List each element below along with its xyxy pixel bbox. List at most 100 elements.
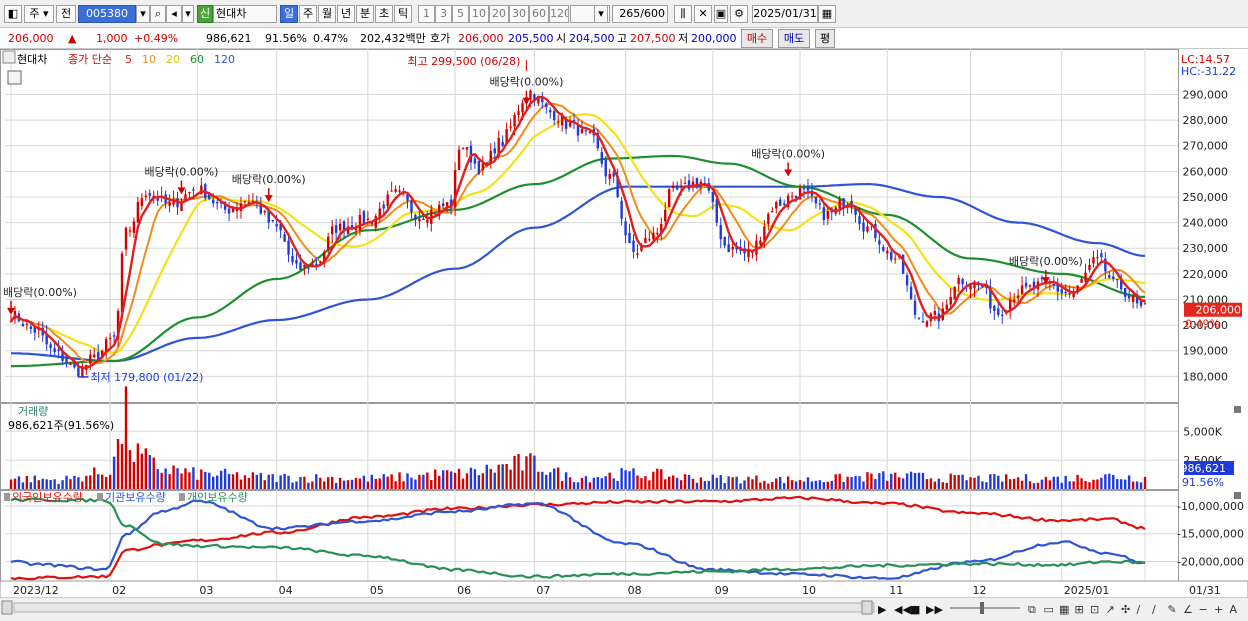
search-icon[interactable]: ⌕ [150,5,166,23]
period-button[interactable]: 분 [356,5,374,23]
buy-button[interactable]: 매수 [741,29,773,48]
bar-count-field[interactable]: 265/600 [612,5,668,23]
candle-body [57,349,60,351]
candle-body [453,170,457,208]
candle-body [664,209,667,222]
period-type-select[interactable]: 주 ▾ [24,5,54,23]
volume-bar [513,455,516,489]
volume-bar [711,474,715,489]
volume-bar [719,475,722,489]
candle-body [279,223,282,231]
date-field[interactable]: 2025/01/31 [752,5,818,23]
candle-body [667,189,671,208]
period-button[interactable]: 년 [337,5,355,23]
volume-bar [378,478,381,489]
interval-button[interactable]: 10 [469,5,489,23]
crosshair-icon[interactable]: ✕ [694,5,712,23]
candle-body [319,262,322,264]
slope-tool-icon: ∕ [1137,603,1141,616]
period-button[interactable]: 초 [375,5,393,23]
volume-bar [13,478,17,489]
period-button[interactable]: 주 [299,5,317,23]
interval-button[interactable]: 20 [489,5,509,23]
candle-body [489,150,492,163]
stock-code-input[interactable]: 005380 [78,5,136,23]
volume-bar [172,465,175,489]
candle-body [25,323,29,325]
candle-type-icon[interactable]: ⫼ [674,5,692,23]
interval-button[interactable]: 30 [509,5,529,23]
change-arrow: ▲ [68,32,77,45]
stop-icon: ■ [910,603,920,616]
eval-button[interactable]: 평 [815,29,835,48]
volume-bar [640,478,643,489]
volume-bar [890,473,893,489]
volume-bar [695,482,699,489]
panel-icon[interactable]: ◧ [4,5,22,23]
volume-bar [1080,478,1083,489]
candle-body [997,308,1000,315]
volume-bar [311,481,314,489]
chevron-down-icon[interactable]: ▾ [136,5,150,23]
volume-bar [85,475,88,489]
ex-dividend-marker [264,195,273,203]
ex-dividend-annotation: 배당락(0.00%) [1009,255,1083,268]
volume-bar [929,478,933,489]
volume-bar [937,478,941,489]
candle-body [231,208,235,213]
volume-bar [620,468,623,489]
x-tick-label: 02 [112,584,126,597]
volume-bar [664,479,667,489]
period-button[interactable]: 틱 [394,5,412,23]
calendar-icon[interactable]: ▦ [818,5,836,23]
candle-body [775,202,778,209]
sell-button[interactable]: 매도 [778,29,810,48]
volume-bar [275,481,278,489]
volume-bar [1056,476,1059,489]
candle-body [786,195,790,208]
volume-bar [295,481,298,489]
candle-body [461,148,465,150]
interval-button[interactable]: 60 [529,5,549,23]
candle-body [112,335,116,337]
x-tick-label: 2023/12 [13,584,59,597]
volume-bar [116,439,120,489]
ask-price: 206,000 [458,32,504,45]
chevron-down-icon[interactable]: ▾ [594,5,608,23]
volume-bar [759,482,762,489]
volume-bar [144,448,148,489]
candle-body [838,199,841,209]
interval-button[interactable]: 3 [435,5,452,23]
candle-body [715,199,718,223]
save-icon[interactable]: ▣ [714,5,728,23]
interval-button[interactable]: 5 [452,5,469,23]
chevron-down-icon[interactable]: ▾ [182,5,194,23]
speaker-icon[interactable]: ◂ [166,5,182,23]
volume-bar [25,475,29,489]
interval-button[interactable]: 120 [549,5,569,23]
volume-bar [461,478,465,489]
candle-body [267,209,270,223]
candle-body [223,202,227,210]
candle-body [382,204,385,209]
volume-bar [842,481,845,489]
candle-body [1088,264,1091,271]
period-button[interactable]: 월 [318,5,336,23]
candle-body [513,114,516,127]
interval-button[interactable]: 1 [418,5,435,23]
candle-body [866,226,869,232]
current-volume-tag [1184,461,1234,475]
candle-body [826,211,829,219]
candle-body [208,194,211,200]
gear-icon[interactable]: ⚙ [730,5,748,23]
prev-button[interactable]: 전 [56,5,76,23]
price-tick-label: 200,000 [1183,319,1229,332]
candle-body [580,129,584,133]
volume-bar [854,476,857,489]
candle-body [100,350,104,359]
period-button[interactable]: 일 [280,5,298,23]
volume-bar [751,479,754,489]
volume-bar [529,453,532,489]
volume-bar [1123,479,1127,489]
candle-body [132,221,136,233]
